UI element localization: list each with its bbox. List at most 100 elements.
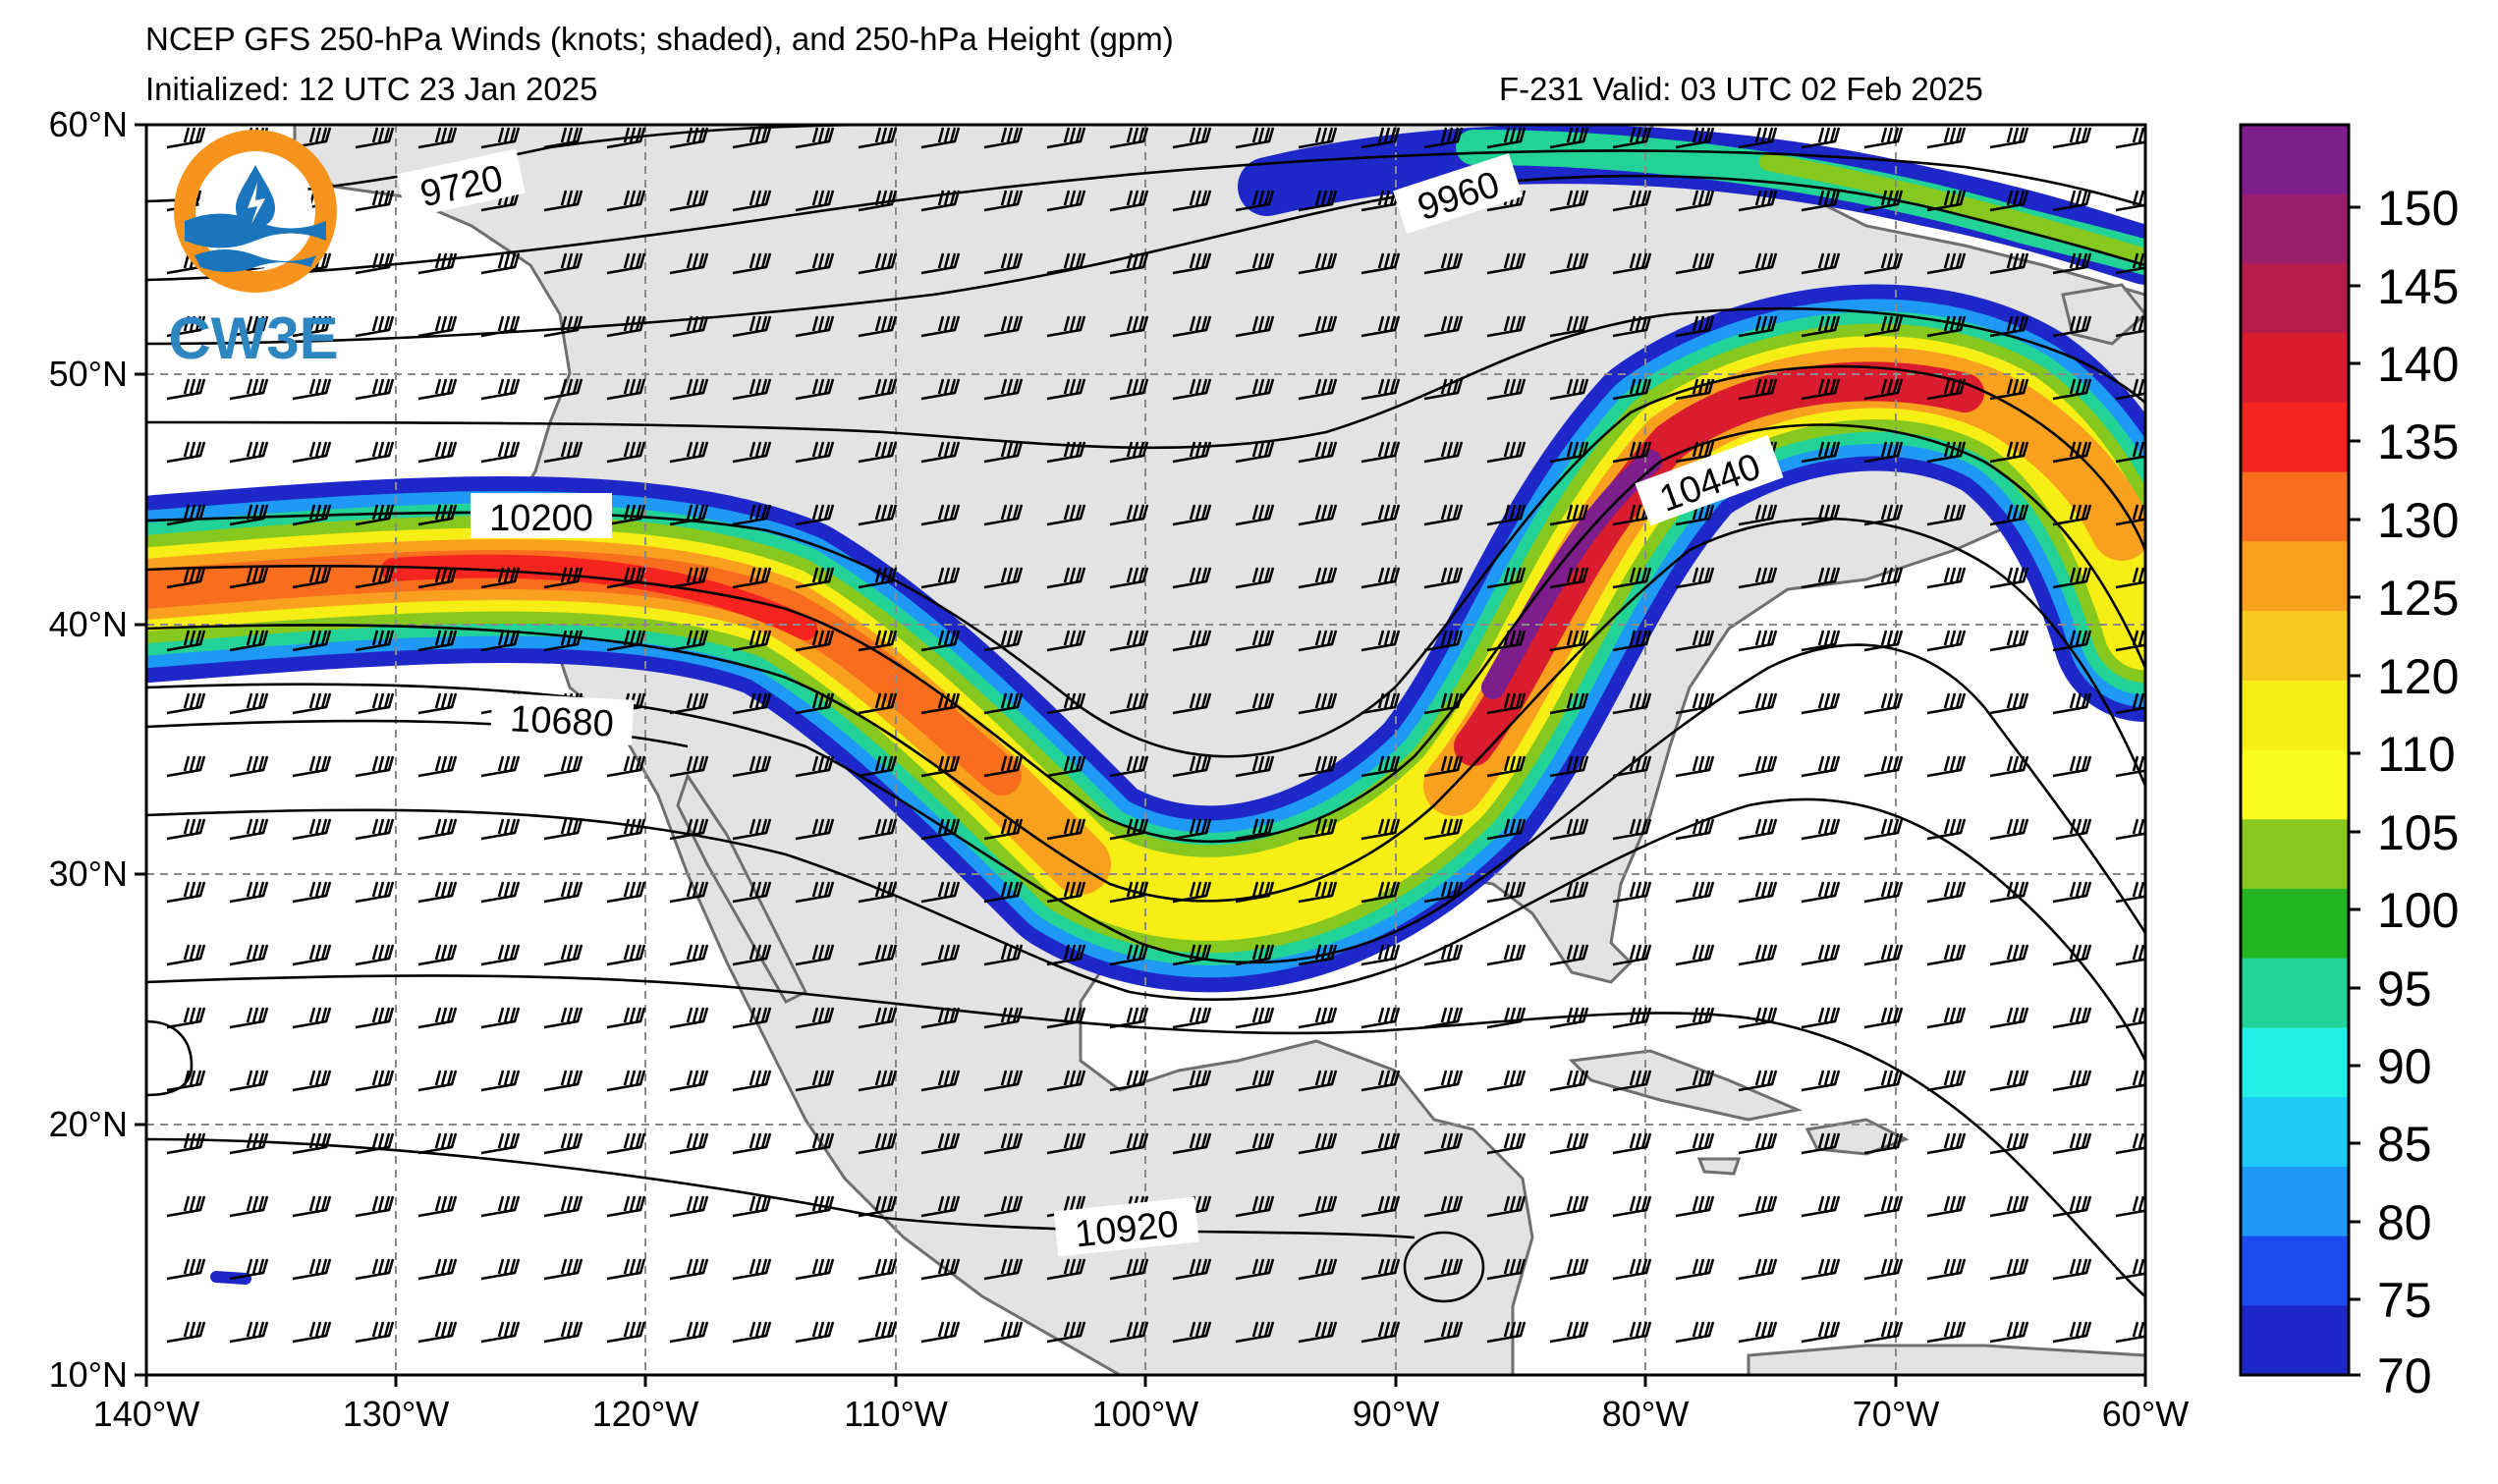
wind-barb xyxy=(669,818,709,841)
colorbar-label: 70 xyxy=(2377,1348,2432,1403)
wind-barb xyxy=(417,504,458,526)
wind-barb xyxy=(417,378,458,401)
wind-barb xyxy=(1801,1007,1841,1029)
wind-barb xyxy=(795,127,835,149)
wind-barb xyxy=(920,944,961,966)
wind-barb xyxy=(1801,881,1841,904)
wind-barb xyxy=(1172,315,1212,338)
wind-barb xyxy=(543,1007,583,1029)
wind-barb xyxy=(2115,504,2145,526)
wind-barb xyxy=(606,127,646,149)
wind-barb xyxy=(355,692,395,715)
wind-barb xyxy=(480,1007,521,1029)
wind-barb xyxy=(1109,252,1149,275)
wind-barb xyxy=(1109,1007,1149,1029)
wind-barb xyxy=(1109,881,1149,904)
wind-barb xyxy=(292,1007,332,1029)
wind-barb xyxy=(1423,1321,1464,1344)
wind-barb xyxy=(983,1070,1024,1092)
wind-barb xyxy=(417,944,458,966)
wind-barb xyxy=(1801,755,1841,778)
wind-barb xyxy=(606,944,646,966)
wind-barb xyxy=(983,1321,1024,1344)
wind-barb xyxy=(1675,818,1715,841)
wind-barb xyxy=(920,127,961,149)
wind-barb xyxy=(795,1195,835,1218)
wind-barb xyxy=(1423,252,1464,275)
wind-barb xyxy=(166,1195,206,1218)
wind-barb xyxy=(732,252,772,275)
wind-barb xyxy=(606,630,646,652)
wind-barb xyxy=(606,1070,646,1092)
wind-barb xyxy=(1360,567,1401,589)
land-cuba xyxy=(1568,1049,1804,1122)
wind-barb xyxy=(1989,315,2029,338)
wind-barb xyxy=(2052,504,2092,526)
wind-barb xyxy=(732,315,772,338)
wind-barb xyxy=(795,818,835,841)
wind-barb xyxy=(1423,630,1464,652)
wind-barb xyxy=(1046,378,1086,401)
wind-barb xyxy=(1235,881,1275,904)
wind-barb xyxy=(858,504,898,526)
wind-barb xyxy=(858,441,898,464)
wind-barb xyxy=(1989,818,2029,841)
lat-label: 50°N xyxy=(49,354,128,394)
wind-barb xyxy=(1612,378,1652,401)
wind-barb xyxy=(229,567,269,589)
wind-barb xyxy=(1989,630,2029,652)
wind-barb xyxy=(1235,1070,1275,1092)
lon-label: 110°W xyxy=(844,1394,948,1434)
wind-barb xyxy=(1675,692,1715,715)
wind-barb xyxy=(292,1321,332,1344)
wind-barb xyxy=(1549,127,1589,149)
wind-barb xyxy=(1738,1070,1778,1092)
colorbar-label: 95 xyxy=(2377,962,2432,1017)
colorbar-label: 135 xyxy=(2377,414,2459,469)
wind-barb xyxy=(417,881,458,904)
wind-barb xyxy=(1738,1195,1778,1218)
wind-barb xyxy=(1612,441,1652,464)
wind-barb xyxy=(2115,190,2145,212)
wind-barb xyxy=(1801,818,1841,841)
wind-barb xyxy=(1298,252,1338,275)
colorbar-label: 130 xyxy=(2377,493,2459,548)
wind-barb xyxy=(1612,315,1652,338)
wind-barb xyxy=(795,190,835,212)
wind-barb xyxy=(1612,1321,1652,1344)
wind-barb xyxy=(1046,692,1086,715)
wind-barb xyxy=(1235,190,1275,212)
wind-barb xyxy=(1801,1132,1841,1155)
wind-barb xyxy=(480,378,521,401)
wind-barb xyxy=(983,1258,1024,1281)
wind-barb xyxy=(606,567,646,589)
wind-barb xyxy=(1801,504,1841,526)
wind-barb xyxy=(1298,378,1338,401)
wind-barb xyxy=(1926,1321,1967,1344)
wind-barb xyxy=(983,755,1024,778)
wind-barb xyxy=(1926,1007,1967,1029)
wind-barb xyxy=(920,881,961,904)
wind-barb xyxy=(1801,378,1841,401)
wind-barb xyxy=(2115,567,2145,589)
wind-barb xyxy=(920,692,961,715)
wind-barb xyxy=(292,441,332,464)
wind-barb xyxy=(1801,252,1841,275)
wind-barb xyxy=(1046,881,1086,904)
wind-barb xyxy=(606,1195,646,1218)
wind-barb xyxy=(1046,1070,1086,1092)
wind-barb xyxy=(920,378,961,401)
wind-barb xyxy=(1235,1132,1275,1155)
wind-barb xyxy=(355,441,395,464)
wind-barb xyxy=(1423,441,1464,464)
wind-barb xyxy=(2115,252,2145,275)
wind-barb xyxy=(292,1258,332,1281)
wind-barb xyxy=(2115,692,2145,715)
wind-barb xyxy=(2052,1195,2092,1218)
wind-barb xyxy=(606,315,646,338)
wind-barb xyxy=(1612,881,1652,904)
wind-barb xyxy=(292,1132,332,1155)
wind-barb xyxy=(606,755,646,778)
wind-barb xyxy=(858,1195,898,1218)
wind-barb xyxy=(355,1258,395,1281)
